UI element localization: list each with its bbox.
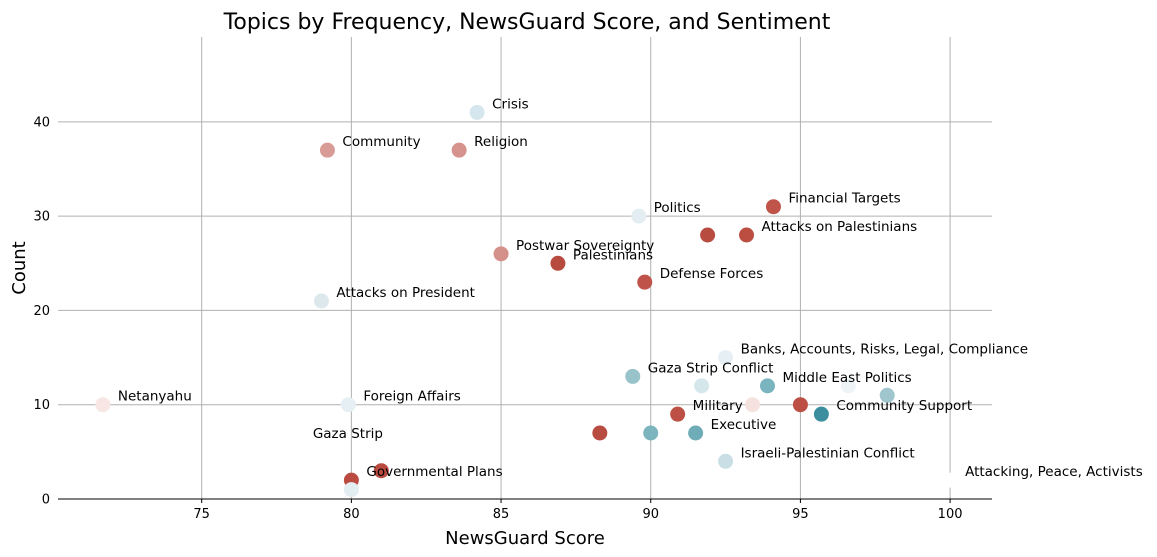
point-label: Crisis (492, 96, 529, 112)
scatter-point (373, 463, 389, 479)
scatter-point (745, 397, 761, 413)
point-label: Banks, Accounts, Risks, Legal, Complianc… (741, 342, 1028, 358)
scatter-point (313, 293, 329, 309)
point-label: Gaza Strip (313, 426, 383, 442)
scatter-point (319, 142, 335, 158)
scatter-point (718, 350, 734, 366)
tick-labels: 75 80 85 90 95 100 0 10 20 30 40 (33, 115, 962, 522)
point-label: Religion (474, 134, 528, 150)
point-label: Palestinians (573, 247, 653, 263)
point-labels: Crisis Community Religion Financial Targets… (118, 96, 1143, 480)
point-label: Netanyahu (118, 389, 192, 405)
y-tick-label: 0 (42, 493, 50, 508)
data-points (95, 104, 958, 498)
grid-lines (58, 37, 992, 499)
point-label: Community Support (836, 398, 972, 414)
point-label: Governmental Plans (366, 464, 502, 480)
scatter-point (739, 227, 755, 243)
scatter-point (765, 199, 781, 215)
y-axis-label: Count (9, 241, 30, 294)
x-tick-label: 95 (792, 507, 809, 522)
point-label: Community (342, 134, 420, 150)
scatter-point (631, 208, 647, 224)
y-tick-label: 20 (33, 304, 50, 319)
y-tick-label: 40 (33, 115, 50, 130)
x-tick-label: 80 (343, 507, 360, 522)
scatter-point (343, 482, 359, 498)
scatter-point (942, 472, 958, 488)
scatter-point (694, 378, 710, 394)
point-label: Attacking, Peace, Activists (965, 464, 1143, 480)
point-label: Middle East Politics (782, 370, 911, 386)
point-label: Attacks on President (336, 285, 475, 301)
scatter-point (840, 378, 856, 394)
scatter-point (493, 246, 509, 262)
x-tick-label: 100 (938, 507, 963, 522)
scatter-point (643, 425, 659, 441)
scatter-point (792, 397, 808, 413)
scatter-point (700, 227, 716, 243)
point-label: Defense Forces (660, 266, 764, 282)
point-label: Executive (711, 417, 777, 433)
chart-title: Topics by Frequency, NewsGuard Score, an… (223, 10, 831, 35)
point-label: Postwar Sovereignty (516, 238, 654, 254)
point-label: Attacks on Palestinians (762, 219, 918, 235)
point-label: Foreign Affairs (363, 389, 460, 405)
point-label: Politics (654, 200, 701, 216)
scatter-point (718, 453, 734, 469)
point-label: Israeli-Palestinian Conflict (741, 445, 915, 461)
scatter-point (813, 406, 829, 422)
scatter-point (688, 425, 704, 441)
scatter-point (592, 425, 608, 441)
y-tick-label: 30 (33, 210, 50, 225)
scatter-point (340, 397, 356, 413)
scatter-point (637, 274, 653, 290)
point-label: Gaza Strip Conflict (648, 360, 774, 376)
point-label: Financial Targets (788, 191, 900, 207)
x-tick-label: 75 (193, 507, 210, 522)
scatter-point (625, 368, 641, 384)
x-tick-label: 90 (642, 507, 659, 522)
x-axis-label: NewsGuard Score (445, 528, 605, 549)
scatter-point (879, 387, 895, 403)
scatter-point (469, 104, 485, 120)
x-tick-label: 85 (493, 507, 510, 522)
scatter-point (451, 142, 467, 158)
y-tick-label: 10 (33, 398, 50, 413)
scatter-point (670, 406, 686, 422)
scatter-point (759, 378, 775, 394)
scatter-point (550, 255, 566, 271)
scatter-point (95, 397, 111, 413)
point-label: Military (693, 398, 743, 414)
